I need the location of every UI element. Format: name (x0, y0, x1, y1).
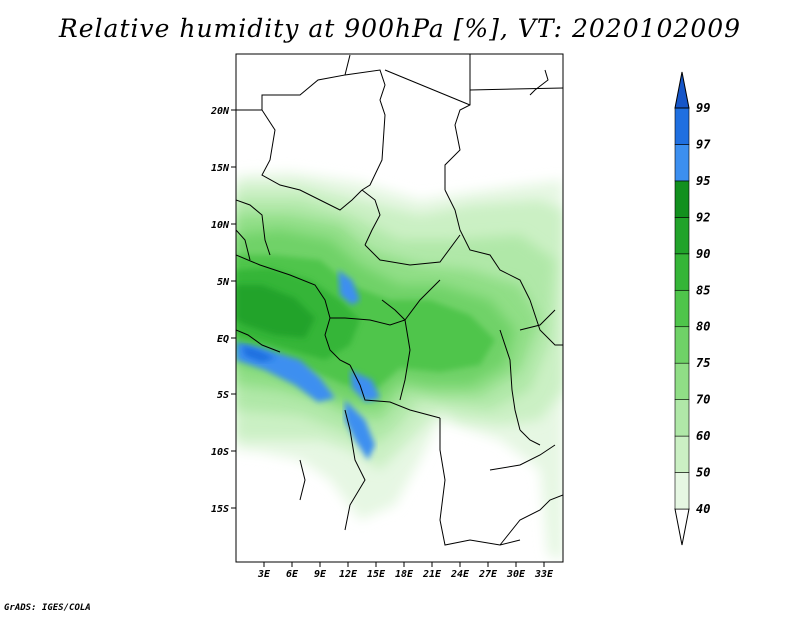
colorbar-segment (674, 253, 690, 291)
lat-tick: 5N (217, 277, 236, 288)
lat-label-eq: EQ (217, 334, 229, 345)
colorbar-segment (674, 472, 690, 510)
colorbar-label: 99 (696, 101, 710, 115)
grads-credit: GrADS: IGES/COLA (4, 603, 91, 613)
humidity-area-90 (236, 285, 315, 338)
lon-label-24e: 24E (450, 569, 470, 580)
colorbar-segment (674, 326, 690, 364)
lat-label-5n: 5N (217, 277, 230, 288)
colorbar: 40 50 60 70 75 80 85 90 92 95 97 99 (674, 71, 711, 546)
colorbar-segment (674, 508, 690, 546)
colorbar-segment (674, 144, 690, 182)
lat-label-20n: 20N (210, 106, 230, 117)
lon-label-27e: 27E (478, 569, 498, 580)
lat-label-15s: 15S (211, 504, 229, 515)
colorbar-label: 85 (696, 283, 710, 297)
lat-tick: 10N (211, 220, 236, 231)
lat-tick: 10S (211, 447, 236, 458)
humidity-area-97 (242, 345, 276, 362)
colorbar-segment (674, 289, 690, 328)
lon-label-15e: 15E (367, 569, 386, 580)
colorbar-segment (674, 107, 690, 145)
lat-tick: EQ (217, 334, 236, 345)
lon-label-21e: 21E (422, 569, 442, 580)
colorbar-label: 90 (696, 247, 710, 261)
colorbar-label: 60 (696, 429, 710, 443)
colorbar-label: 75 (696, 356, 710, 370)
colorbar-label: 40 (696, 502, 710, 516)
humidity-field (236, 172, 563, 560)
colorbar-label: 97 (696, 137, 711, 151)
lon-label-6e: 6E (286, 569, 299, 580)
lat-label-10s: 10S (211, 447, 229, 458)
country-borders (236, 54, 563, 546)
lat-label-15n: 15N (211, 163, 230, 174)
lon-label-9e: 9E (314, 569, 327, 580)
colorbar-segment (674, 399, 690, 437)
colorbar-label: 95 (696, 174, 710, 188)
lat-label-5s: 5S (217, 390, 229, 401)
colorbar-label: 80 (696, 320, 710, 334)
colorbar-segment (674, 217, 690, 255)
lon-label-33e: 33E (534, 569, 554, 580)
colorbar-segment (674, 71, 690, 109)
lon-label-18e: 18E (395, 569, 414, 580)
colorbar-segment (674, 362, 690, 400)
colorbar-label: 92 (696, 210, 710, 224)
map-frame (235, 53, 564, 563)
colorbar-label: 70 (696, 393, 710, 407)
lat-label-10n: 10N (211, 220, 230, 231)
lat-axis: 20N 15N 10N 5N EQ 5S 10S 15S (210, 106, 236, 515)
lat-tick: 15S (211, 504, 236, 515)
lon-label-3e: 3E (257, 569, 271, 580)
chart-title: Relative humidity at 900hPa [%], VT: 202… (58, 14, 742, 43)
lon-label-30e: 30E (506, 569, 526, 580)
colorbar-segment (674, 435, 690, 473)
lon-axis: 3E 6E 9E 12E 15E 18E 21E 24E 27E 30E 33E (257, 562, 554, 580)
lon-label-12e: 12E (339, 569, 358, 580)
lat-tick: 5S (217, 390, 236, 401)
colorbar-segment (674, 180, 690, 218)
lat-tick: 15N (211, 163, 236, 174)
lat-tick: 20N (210, 106, 236, 117)
colorbar-label: 50 (696, 466, 710, 480)
